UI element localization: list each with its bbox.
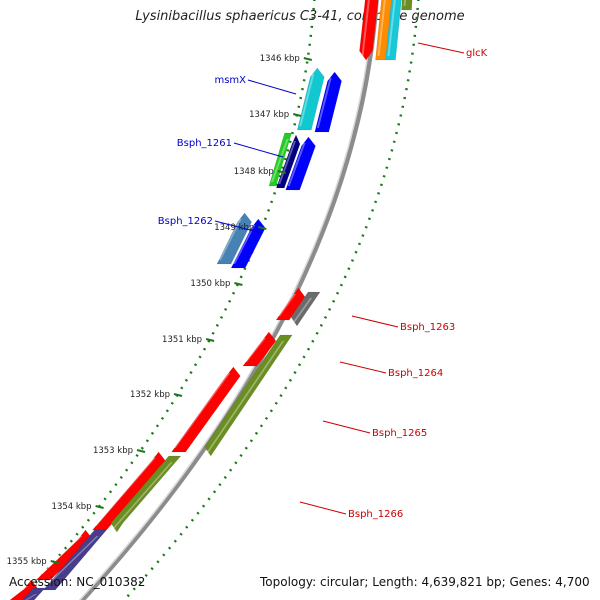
gene-block-slate-bottom-highlight	[25, 594, 38, 600]
tick-label: 1354 kbp	[52, 502, 92, 512]
gene-block-slate-low[interactable]	[42, 529, 108, 591]
tick-label: 1349 kbp	[214, 223, 254, 233]
tick-layer: 1346 kbp 1347 kbp 1348 kbp 1349 kbp 1350 kbp…	[7, 54, 313, 567]
gene-leader-line	[351, 315, 399, 328]
gene-block-bsph1266-highlight	[112, 462, 173, 528]
gene-label-bsph_1263[interactable]: Bsph_1263	[400, 322, 455, 333]
tick-label: 1348 kbp	[234, 167, 274, 177]
gene-block-bsph1263-highlight	[293, 298, 313, 322]
gene-block-bsph1262-a-highlight	[219, 219, 242, 260]
gene-block-orange-top-highlight	[377, 0, 386, 56]
genome-summary-text: Topology: circular; Length: 4,639,821 bp…	[260, 575, 590, 589]
gene-block-msmX[interactable]	[296, 67, 325, 131]
gene-block-blue-2[interactable]	[285, 136, 316, 191]
tick-mark	[95, 505, 104, 509]
tick-label: 1355 kbp	[7, 557, 47, 567]
tick-label: 1350 kbp	[190, 279, 230, 289]
gene-block-blue-2-highlight	[287, 143, 306, 186]
tick-mark	[277, 170, 287, 174]
gene-block-bsph1262-a[interactable]	[216, 212, 252, 265]
tick-mark	[303, 57, 313, 61]
tick-mark	[292, 113, 302, 117]
tick-label: 1353 kbp	[93, 446, 133, 456]
gene-leader-line	[233, 142, 284, 158]
gene-block-bsph1263-a[interactable]	[275, 287, 306, 321]
gene-block-red-top-highlight	[361, 0, 370, 56]
gene-block-bsph1263-a-highlight	[278, 294, 296, 316]
tick-label: 1352 kbp	[130, 390, 170, 400]
gene-block-bsph1262-b-highlight	[233, 225, 256, 264]
tick-mark	[173, 393, 183, 397]
gene-block-cyan-top[interactable]	[385, 0, 404, 61]
gene-block-red-low-2-highlight	[38, 536, 83, 576]
gene-block-msmX-highlight	[299, 74, 315, 126]
gene-block-bsph1264-1265-highlight	[206, 341, 285, 452]
gene-block-red-mid-1-highlight	[244, 338, 266, 362]
backbone-highlight	[78, 0, 375, 600]
gene-block-olive-top-highlight	[403, 0, 407, 6]
gene-block-slate-low-highlight	[45, 536, 99, 586]
gene-leader-line	[339, 361, 387, 374]
tick-mark	[205, 338, 215, 342]
gene-label-bsph_1265[interactable]: Bsph_1265	[372, 428, 427, 439]
gene-block-bsph1263[interactable]	[290, 291, 321, 327]
accession-text: Accession: NC_010382	[9, 575, 146, 589]
gene-label-glck[interactable]: glcK	[466, 48, 488, 59]
gene-block-slate-bottom[interactable]	[13, 587, 46, 600]
gene-label-msmx[interactable]: msmX	[214, 75, 246, 86]
gene-label-bsph_1261[interactable]: Bsph_1261	[177, 138, 232, 149]
tick-label: 1347 kbp	[249, 110, 289, 120]
tick-label: 1351 kbp	[162, 335, 202, 345]
tick-mark	[258, 226, 267, 230]
gene-block-bsph1266[interactable]	[110, 455, 182, 533]
tick-label: 1346 kbp	[260, 54, 300, 64]
gene-leader-line	[299, 501, 347, 515]
gene-leader-line	[417, 42, 465, 54]
gene-block-bsph1264-1265[interactable]	[204, 334, 293, 457]
gene-block-red-bottom-highlight	[7, 586, 29, 600]
gene-leader-line	[322, 420, 371, 434]
gene-block-red-mid-2[interactable]	[171, 366, 241, 453]
gene-block-olive-top[interactable]	[401, 0, 414, 11]
gene-block-red-low-1-highlight	[94, 458, 156, 526]
gene-leader-line	[247, 79, 297, 95]
gene-label-bsph_1264[interactable]: Bsph_1264	[388, 368, 443, 379]
gene-block-red-bottom[interactable]	[0, 579, 39, 600]
gene-label-bsph_1266[interactable]: Bsph_1266	[348, 509, 403, 520]
tick-mark	[234, 282, 243, 286]
gene-block-blue-1-highlight	[316, 78, 332, 128]
gene-label-bsph_1262[interactable]: Bsph_1262	[158, 216, 213, 227]
tick-mark	[136, 449, 146, 453]
gene-block-green-highlight	[271, 139, 289, 182]
gene-block-green[interactable]	[268, 132, 292, 187]
gene-block-navy[interactable]	[275, 134, 301, 189]
gene-block-red-mid-2-highlight	[173, 373, 231, 448]
gene-block-red-top[interactable]	[359, 0, 381, 61]
gene-block-red-mid-1[interactable]	[242, 331, 277, 367]
label-layer: glcK msmX Bsph_1261 Bsph_1262 Bsph_1263 Bsph_…	[158, 42, 488, 520]
gene-block-blue-1[interactable]	[314, 71, 342, 133]
tick-mark	[50, 560, 59, 564]
gene-block-cyan-top-highlight	[387, 0, 396, 56]
feature-layer	[0, 0, 414, 600]
gene-leader-line	[214, 220, 263, 234]
inner-dotted-ring	[122, 0, 420, 600]
